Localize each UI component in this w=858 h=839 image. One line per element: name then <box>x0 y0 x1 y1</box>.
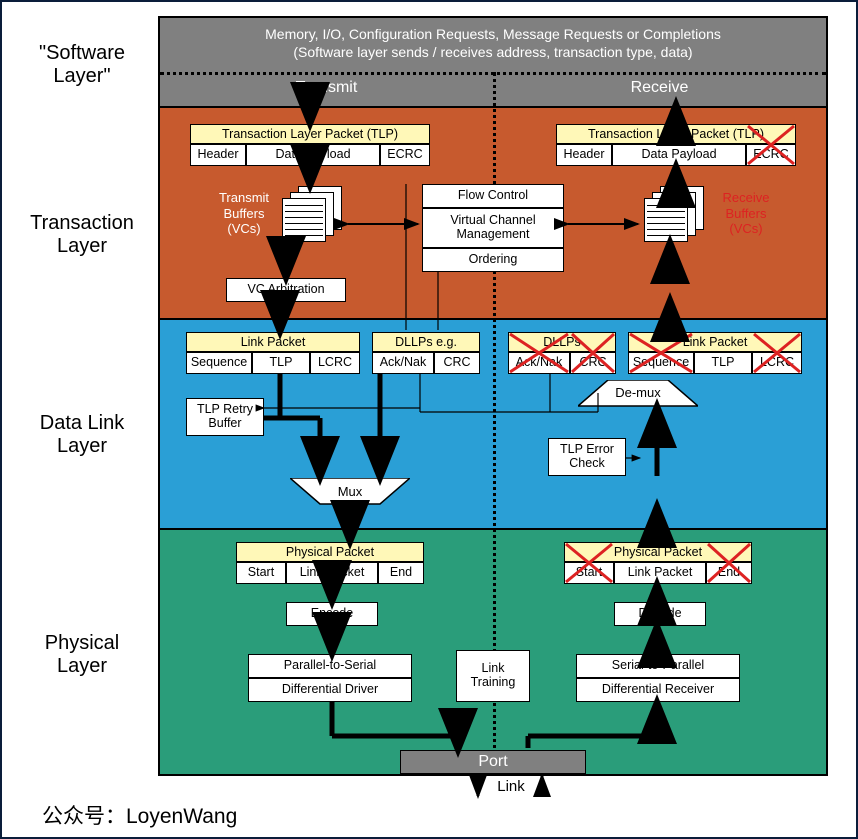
vc-management: Virtual Channel Management <box>422 208 564 248</box>
software-line2: (Software layer sends / receives address… <box>160 44 826 61</box>
tlp-tx-header: Header <box>190 144 246 166</box>
label-physical-layer: Physical Layer <box>8 632 156 678</box>
tlp-tx-payload: Data Payload <box>246 144 380 166</box>
label-transaction-layer: Transaction Layer <box>8 212 156 258</box>
tlp-error-check: TLP Error Check <box>548 438 626 476</box>
linkpkt-rx-lcrc: LCRC <box>752 352 802 374</box>
software-line1: Memory, I/O, Configuration Requests, Mes… <box>160 26 826 43</box>
label-receive: Receive <box>493 78 826 97</box>
vc-arbitration: VC Arbitration <box>226 278 346 302</box>
linkpkt-rx-seq: Sequence <box>628 352 694 374</box>
tx-buffers <box>282 186 342 242</box>
rx-buffers <box>644 186 704 242</box>
dllp-tx-title: DLLPs e.g. <box>372 332 480 352</box>
link-label: Link <box>486 778 536 796</box>
label-software-layer: "Software Layer" <box>8 42 156 88</box>
differential-receiver: Differential Receiver <box>576 678 740 702</box>
physpkt-rx-start: Start <box>564 562 614 584</box>
label-transmit: Transmit <box>160 78 493 97</box>
dllp-rx-acknak: Ack/Nak <box>508 352 570 374</box>
svg-text:De-mux: De-mux <box>615 385 661 400</box>
physpkt-tx-title: Physical Packet <box>236 542 424 562</box>
tx-buffers-label: Transmit Buffers (VCs) <box>208 190 280 237</box>
decode: Decode <box>614 602 706 626</box>
footer-credit: 公众号：LoyenWang <box>42 800 237 830</box>
tlp-retry-buffer: TLP Retry Buffer <box>186 398 264 436</box>
linkpkt-tx-seq: Sequence <box>186 352 252 374</box>
physpkt-tx-start: Start <box>236 562 286 584</box>
flow-control: Flow Control <box>422 184 564 208</box>
demux: De-mux <box>578 380 698 410</box>
physpkt-tx-end: End <box>378 562 424 584</box>
tlp-rx-payload: Data Payload <box>612 144 746 166</box>
physpkt-tx-link: Link Packet <box>286 562 378 584</box>
link-training: Link Training <box>456 650 530 702</box>
dllp-tx-crc: CRC <box>434 352 480 374</box>
label-datalink-layer: Data Link Layer <box>8 412 156 458</box>
rx-buffers-label: Receive Buffers (VCs) <box>710 190 782 237</box>
mux: Mux <box>290 478 410 508</box>
dllp-rx-crc: CRC <box>570 352 616 374</box>
linkpkt-tx-title: Link Packet <box>186 332 360 352</box>
linkpkt-rx-tlp: TLP <box>694 352 752 374</box>
port: Port <box>400 750 586 774</box>
tlp-rx-title: Transaction Layer Packet (TLP) <box>556 124 796 144</box>
stack-container: Memory, I/O, Configuration Requests, Mes… <box>158 16 828 776</box>
encode: Encode <box>286 602 378 626</box>
tlp-tx-ecrc: ECRC <box>380 144 430 166</box>
physpkt-rx-end: End <box>706 562 752 584</box>
serial-to-parallel: Serial-to-Parallel <box>576 654 740 678</box>
differential-driver: Differential Driver <box>248 678 412 702</box>
linkpkt-tx-tlp: TLP <box>252 352 310 374</box>
tlp-rx-ecrc: ECRC <box>746 144 796 166</box>
dllp-rx-title: DLLPs <box>508 332 616 352</box>
tlp-tx-title: Transaction Layer Packet (TLP) <box>190 124 430 144</box>
ordering: Ordering <box>422 248 564 272</box>
physpkt-rx-link: Link Packet <box>614 562 706 584</box>
page-frame: "Software Layer" Transaction Layer Data … <box>0 0 858 839</box>
svg-text:Mux: Mux <box>338 484 363 499</box>
tlp-rx-header: Header <box>556 144 612 166</box>
physpkt-rx-title: Physical Packet <box>564 542 752 562</box>
parallel-to-serial: Parallel-to-Serial <box>248 654 412 678</box>
linkpkt-tx-lcrc: LCRC <box>310 352 360 374</box>
linkpkt-rx-title: Link Packet <box>628 332 802 352</box>
dllp-tx-acknak: Ack/Nak <box>372 352 434 374</box>
